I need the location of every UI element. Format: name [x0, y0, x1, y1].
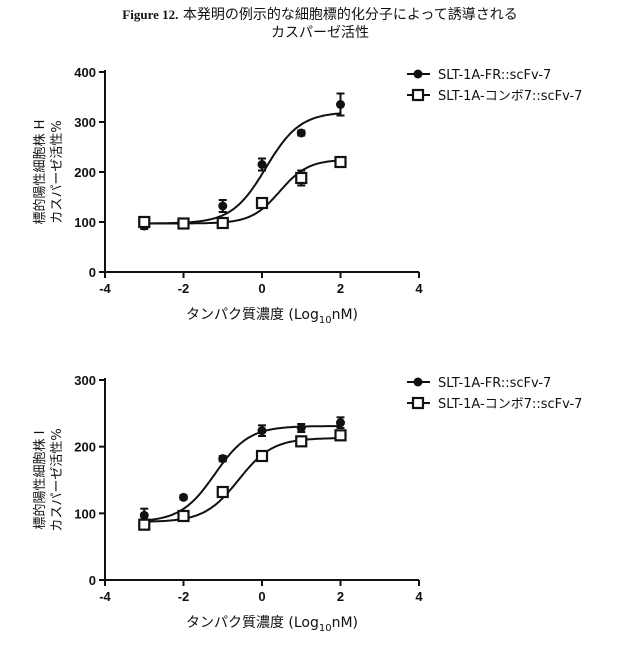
- chart-0-series-1-point: [257, 198, 267, 208]
- chart-1-series-1-legend-marker: [413, 398, 423, 408]
- figure-label: Figure 12.: [122, 7, 178, 22]
- chart-1-series-0-point: [140, 511, 149, 520]
- chart-0-series-0-legend-marker: [414, 70, 423, 79]
- chart-0-x-tick-label: 2: [337, 281, 344, 296]
- chart-1-y-axis-label-line2: カスパーゼ活性%: [50, 428, 65, 531]
- chart-1-series-1-point: [257, 451, 267, 461]
- chart-0-y-tick-label: 200: [74, 165, 96, 180]
- figure-title-line2: カスパーゼ活性: [0, 24, 640, 42]
- chart-0-y-tick-label: 0: [89, 265, 96, 280]
- chart-0-y-axis-label-line1: 標的陽性細胞株 H: [32, 120, 48, 225]
- chart-0-y-tick-label: 100: [74, 215, 96, 230]
- chart-1-x-axis-label: タンパク質濃度 (Log10nM): [186, 615, 358, 634]
- chart-1-series-1-point: [218, 487, 228, 497]
- chart-1-series-1-fit-curve: [144, 438, 340, 522]
- chart-0-x-tick-label: 4: [415, 281, 423, 296]
- chart-0-x-axis-label: タンパク質濃度 (Log10nM): [186, 307, 358, 326]
- chart-0-series-0-point: [297, 129, 306, 138]
- chart-0-x-tick-label: -2: [178, 281, 190, 296]
- chart-0-y-axis-label-line2: カスパーゼ活性%: [50, 120, 65, 223]
- chart-1-series-0-point: [336, 418, 345, 427]
- chart-1-series-1-legend-label: SLT-1A-コンボ7::scFv-7: [438, 397, 582, 412]
- chart-1-y-axis-label-line1: 標的陽性細胞株 I: [32, 431, 48, 530]
- chart-0-series-1-point: [179, 219, 189, 229]
- chart-1-y-tick-label: 0: [89, 573, 96, 588]
- chart-0-series-0-legend-label: SLT-1A-FR::scFv-7: [438, 68, 551, 83]
- chart-0-series-0-point: [258, 160, 267, 169]
- chart-1-y-tick-label: 200: [74, 440, 96, 455]
- chart-0-series-1-point: [139, 217, 149, 227]
- chart-1-x-tick-label: -2: [178, 589, 190, 604]
- chart-1-series-1-point: [139, 520, 149, 530]
- chart-0-x-tick-label: -4: [99, 281, 111, 296]
- chart-0-series-1-fit-curve: [144, 160, 340, 223]
- chart-0-series-1-legend-marker: [413, 90, 423, 100]
- chart-1-series-1-point: [336, 430, 346, 440]
- chart-0-y-tick-label: 400: [74, 65, 96, 80]
- chart-0-series-0-point: [336, 100, 345, 109]
- chart-1-series-1-point: [296, 436, 306, 446]
- chart-1-series-0-fit-curve: [144, 426, 340, 520]
- chart-1-x-tick-label: 2: [337, 589, 344, 604]
- chart-1-series-0-legend-label: SLT-1A-FR::scFv-7: [438, 376, 551, 391]
- chart-0-series-0-fit-curve: [144, 113, 340, 223]
- chart-1-series-0-point: [258, 426, 267, 435]
- chart-1-series-0-point: [218, 454, 227, 463]
- chart-0-y-tick-label: 300: [74, 115, 96, 130]
- chart-0-series-1-point: [336, 157, 346, 167]
- chart-1-series-1-point: [179, 511, 189, 521]
- chart-0-series-1-point: [218, 218, 228, 228]
- chart-0-series-1-legend-label: SLT-1A-コンボ7::scFv-7: [438, 89, 582, 104]
- chart-1-x-tick-label: -4: [99, 589, 111, 604]
- chart-cell-line-i: 0 100 200 300 -4 -2 0 2 4 タンパク質濃度 (Log10nM) 標的陽性細胞…: [0, 352, 640, 642]
- chart-1-y-tick-label: 100: [74, 506, 96, 521]
- figure-title-line1: 本発明の例示的な細胞標的化分子によって誘導される: [183, 7, 518, 23]
- chart-0-series-1-point: [296, 173, 306, 183]
- chart-1-series-0-legend-marker: [414, 378, 423, 387]
- chart-1-x-tick-label: 4: [415, 589, 423, 604]
- figure-title: Figure 12. 本発明の例示的な細胞標的化分子によって誘導される カスパー…: [0, 6, 640, 42]
- chart-1-series-0-point: [297, 424, 306, 433]
- chart-1-series-0-point: [179, 493, 188, 502]
- chart-1-y-tick-label: 300: [74, 373, 96, 388]
- chart-cell-line-h: 0 100 200 300 400 -4 -2 0 2 4 タンパク質濃度 (Log10nM) 標的陽…: [0, 44, 640, 334]
- chart-1-x-tick-label: 0: [258, 589, 265, 604]
- chart-0-series-0-point: [218, 202, 227, 211]
- chart-0-x-tick-label: 0: [258, 281, 265, 296]
